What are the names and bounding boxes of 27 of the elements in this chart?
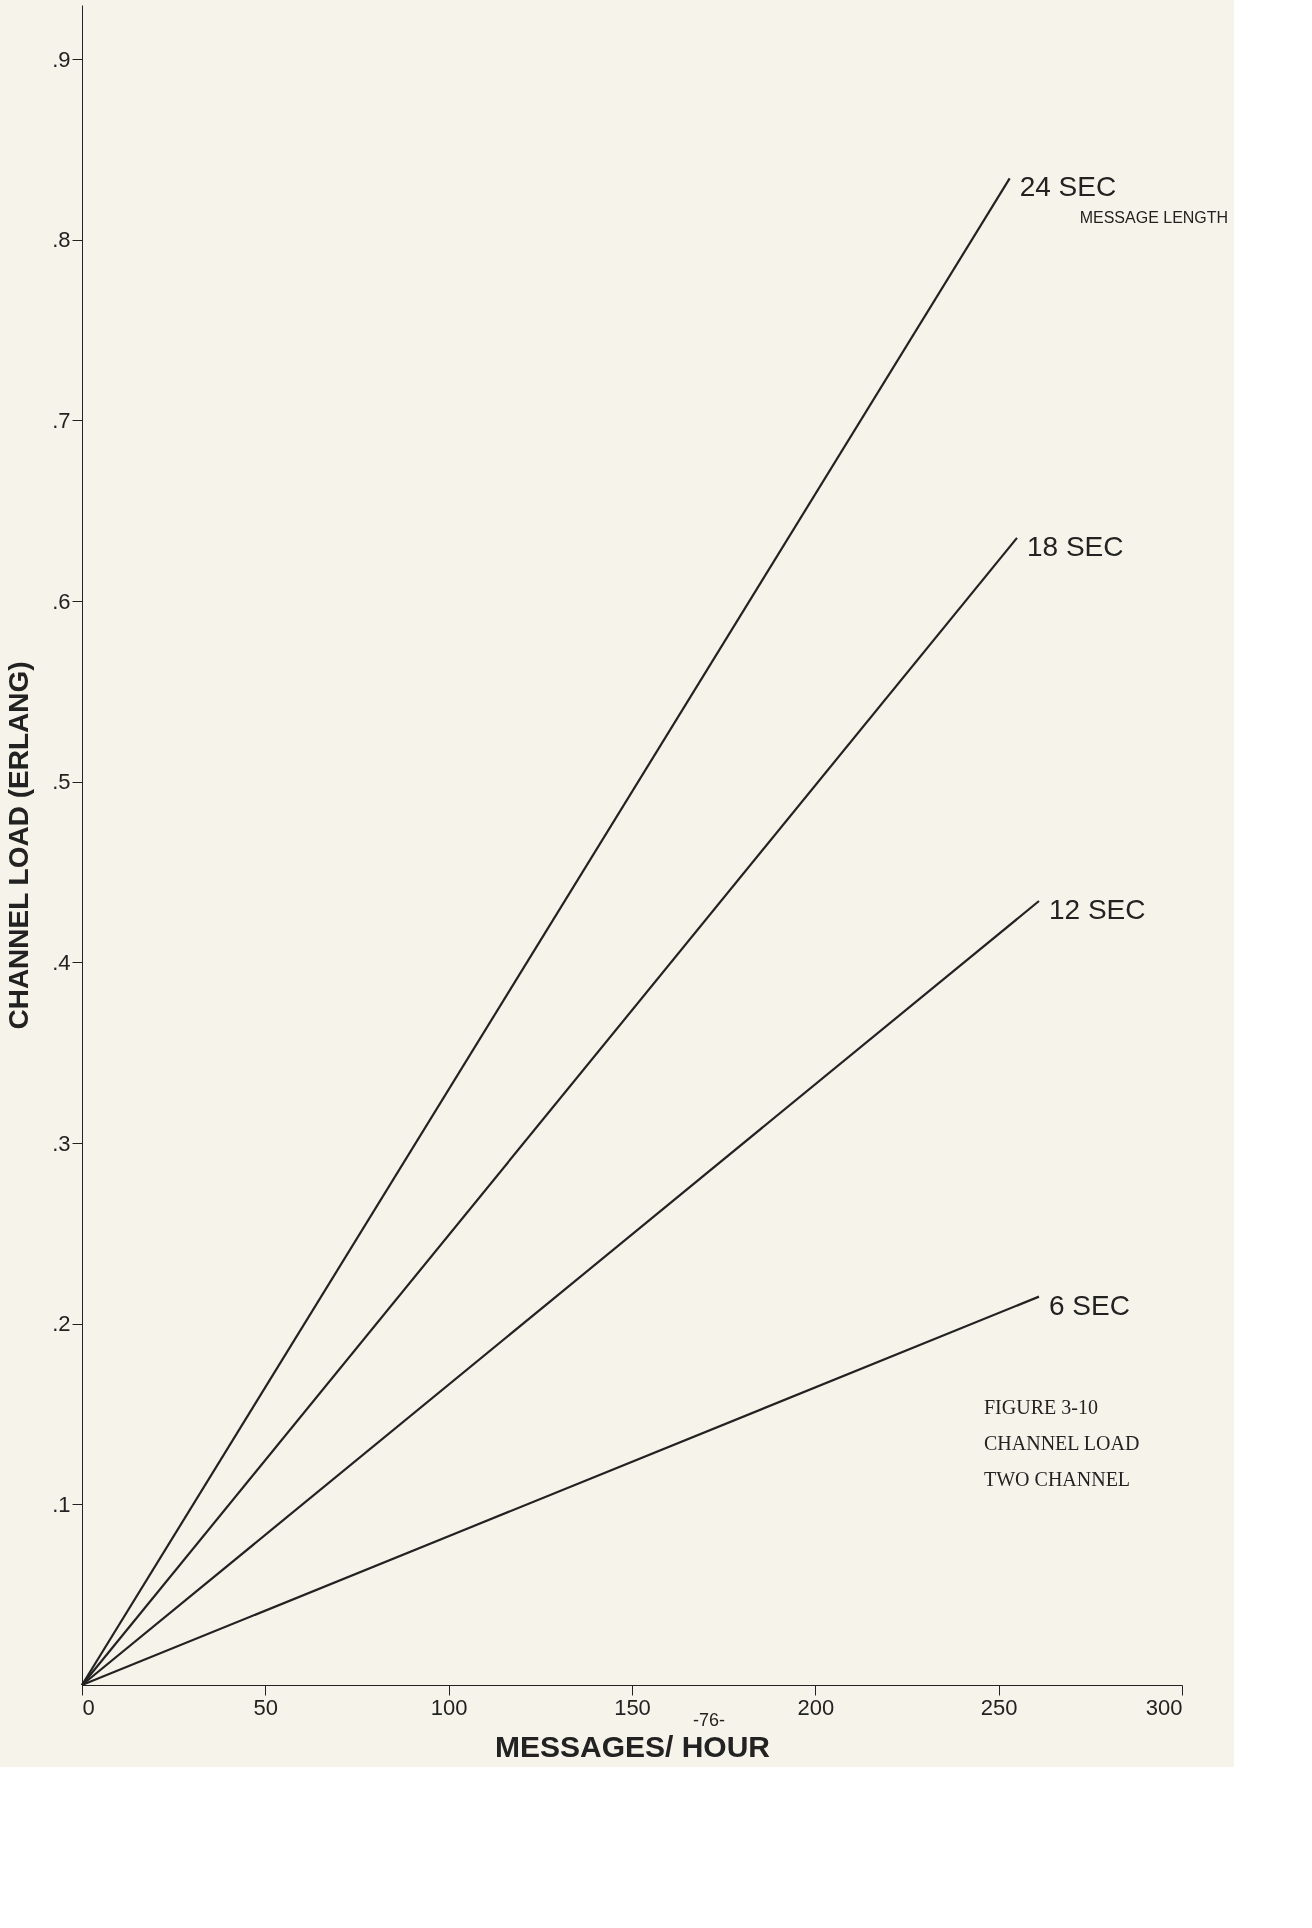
- x-tick-label: 150: [614, 1694, 651, 1720]
- y-tick-label: .3: [52, 1130, 71, 1156]
- x-tick-label: 250: [980, 1694, 1018, 1720]
- x-tick-label: 300: [1145, 1694, 1183, 1720]
- y-tick-label: .8: [52, 227, 71, 253]
- series-label: 18 SEC: [1027, 530, 1124, 562]
- series-label: 12 SEC: [1049, 894, 1146, 925]
- annotation: CHANNEL LOAD: [984, 1431, 1140, 1454]
- annotation: TWO CHANNEL: [984, 1467, 1131, 1490]
- y-tick-label: .6: [52, 588, 71, 614]
- x-axis-title: MESSAGES/ HOUR: [494, 1729, 771, 1763]
- y-axis-title: CHANNEL LOAD (ERLANG): [3, 661, 35, 1030]
- x-tick-label: 50: [253, 1694, 279, 1720]
- y-tick-label: .1: [52, 1491, 71, 1517]
- y-tick-label: .4: [52, 949, 71, 975]
- y-tick-label: .7: [52, 407, 71, 433]
- y-tick-label: .5: [52, 769, 71, 795]
- annotation: FIGURE 3-10: [984, 1395, 1098, 1418]
- y-tick-label: .9: [52, 46, 71, 72]
- y-tick-label: .2: [52, 1311, 71, 1337]
- annotation: MESSAGE LENGTH: [1079, 209, 1229, 227]
- series-label: 6 SEC: [1049, 1289, 1130, 1321]
- x-tick-label: 0: [82, 1694, 95, 1720]
- series-label: 24 SEC: [1019, 171, 1117, 203]
- text: -76-: [692, 1710, 726, 1730]
- x-tick-label: 100: [430, 1694, 468, 1720]
- x-tick-label: 200: [797, 1694, 835, 1720]
